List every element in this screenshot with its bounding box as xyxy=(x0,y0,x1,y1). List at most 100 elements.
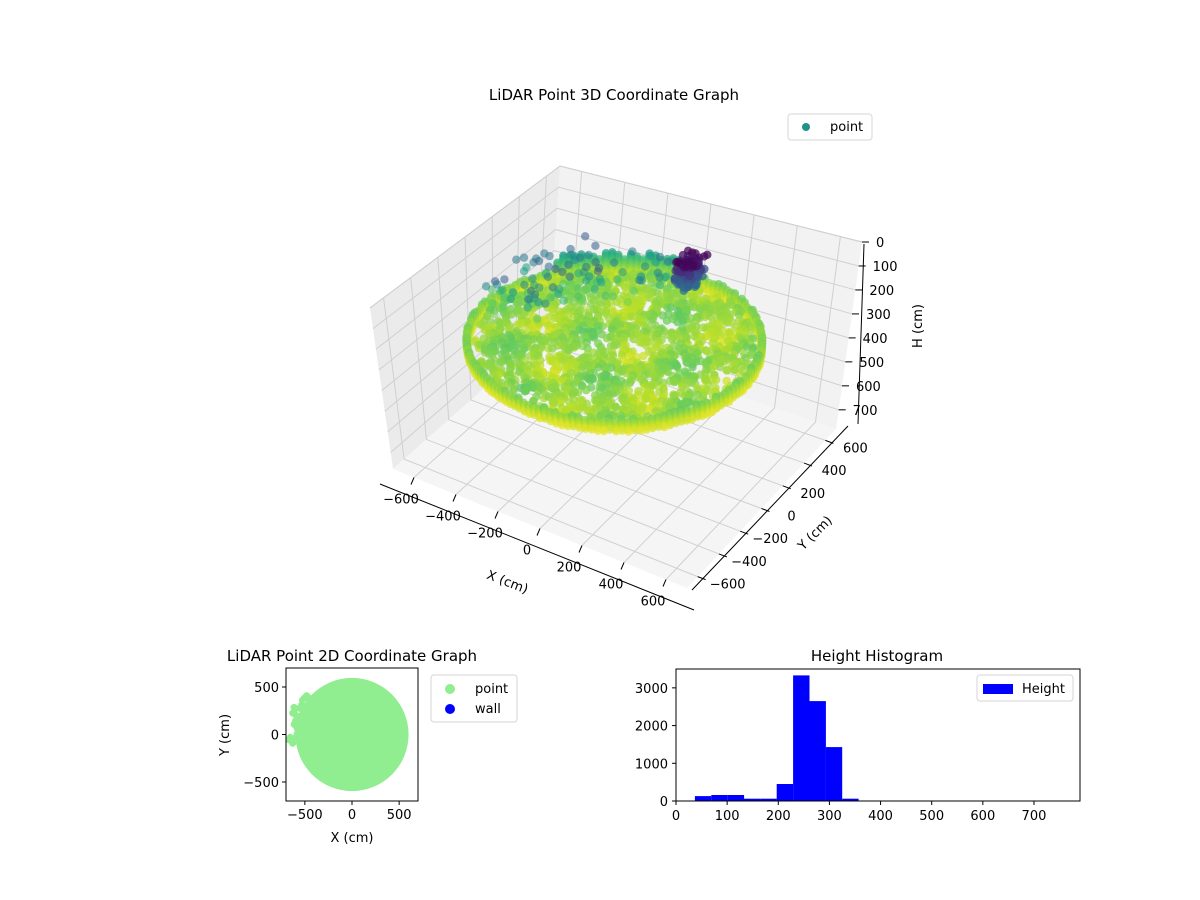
scatter-3d-point xyxy=(661,272,670,282)
legend-3d-box xyxy=(787,113,873,141)
scatter-3d-point xyxy=(635,276,644,285)
scatter-3d-point xyxy=(690,331,699,341)
scatter-3d-point xyxy=(587,425,596,434)
y-axis-label-3d: Y (cm) xyxy=(795,513,836,554)
chart-histogram: Height Histogram 0 100 200 300 400 500 600 7000… xyxy=(635,647,1081,824)
plot-frame-histogram xyxy=(675,668,1081,802)
y-tick-label-3d: 600 xyxy=(843,441,868,456)
tick-labels-2d: −500 −500 0 0 500 500 xyxy=(243,681,411,823)
scatter-3d-point xyxy=(613,275,622,284)
scatter-3d-point xyxy=(655,280,665,290)
scatter-3d-point xyxy=(591,257,600,267)
scatter-3d-point xyxy=(690,303,699,312)
x-tick-label-hist: 200 xyxy=(766,809,791,824)
z-tick-label-3d: 300 xyxy=(866,308,891,323)
scatter-3d-point xyxy=(682,262,692,271)
scatter-3d-point xyxy=(673,317,682,327)
y-axis-label-2d: Y (cm) xyxy=(218,714,233,757)
points-2d-point xyxy=(290,703,298,711)
points-2d-point xyxy=(297,735,305,743)
x-axis-label-3d: X (cm) xyxy=(484,568,530,597)
scatter-3d-point xyxy=(582,385,591,395)
histogram-bar xyxy=(809,701,826,801)
scatter-3d-point xyxy=(640,262,650,271)
scatter-3d-point xyxy=(535,283,544,292)
scatter-3d-point xyxy=(582,276,591,285)
chart-2d: LiDAR Point 2D Coordinate Graph −500−500… xyxy=(218,647,518,846)
scatter-3d-point xyxy=(547,344,557,353)
scatter-3d-point xyxy=(559,296,568,305)
gridline-y xyxy=(437,257,741,532)
scatter-3d-point xyxy=(490,309,499,319)
y-tick-label-2d: 500 xyxy=(254,681,279,696)
scatter-3d-point xyxy=(731,323,740,332)
points-2d-point xyxy=(299,708,307,716)
x-tick-label-3d: −400 xyxy=(425,510,461,525)
scatter-3d-point xyxy=(534,256,544,266)
x-tick-label-2d: −500 xyxy=(287,808,323,823)
legend-2d-marker-point xyxy=(445,684,455,694)
x-tick-label-hist: 400 xyxy=(868,809,893,824)
histogram-bar xyxy=(727,795,745,801)
scatter-3d-point xyxy=(611,402,620,411)
legend-histogram-swatch xyxy=(983,684,1013,694)
scatter-3d-point xyxy=(670,377,679,387)
y-tick-mark-3d xyxy=(718,553,728,558)
histogram-bar xyxy=(776,784,794,801)
scatter-3d-point xyxy=(497,357,506,367)
x-tick-label-hist: 500 xyxy=(919,809,944,824)
scatter-3d-point xyxy=(672,361,681,370)
y-tick-label-hist: 3000 xyxy=(635,682,668,697)
scatter-3d-point xyxy=(655,273,664,282)
histogram-bar xyxy=(793,675,810,801)
plot-area-2d xyxy=(286,677,409,792)
gridline-z xyxy=(375,207,856,350)
x-tick-mark-3d xyxy=(494,511,499,519)
scatter-3d-point xyxy=(693,390,702,400)
x-tick-labels-3d: −600 −400 −200 0 200 400 600 xyxy=(383,477,667,610)
y-tick-label-3d: −200 xyxy=(752,532,788,547)
scatter-3d-point xyxy=(565,272,574,281)
scatter-3d-point xyxy=(520,280,529,289)
gridline-y xyxy=(464,236,762,509)
x-tick-mark-3d xyxy=(452,494,457,502)
y-tick-label-3d: 0 xyxy=(787,510,795,525)
histogram-bar xyxy=(694,796,712,801)
scatter-3d-point xyxy=(476,320,485,329)
legend-3d-label-point: point xyxy=(830,120,863,135)
points-2d-point xyxy=(298,701,306,709)
y-tick-label-2d: −500 xyxy=(243,776,279,791)
legend-2d-marker-wall xyxy=(445,704,455,714)
scatter-3d-point xyxy=(500,275,509,284)
x-tick-mark-3d xyxy=(536,528,541,536)
x-tick-label-3d: −200 xyxy=(467,527,503,542)
scatter-3d-point xyxy=(689,261,698,270)
y-tick-label-2d: 0 xyxy=(271,729,279,744)
points-2d-point xyxy=(293,713,301,721)
gridline-z xyxy=(378,228,853,371)
y-tick-mark-3d xyxy=(803,462,813,467)
x-tick-label-3d: 0 xyxy=(523,544,531,559)
scatter-3d-point xyxy=(653,289,662,298)
scatter-3d-point xyxy=(551,264,560,274)
legend-2d-label-wall: wall xyxy=(475,702,501,717)
points-2d-point xyxy=(286,736,293,744)
y-tick-mark-3d xyxy=(761,508,770,512)
y-tick-mark-3d xyxy=(782,485,791,490)
y-tick-mark-3d xyxy=(697,576,706,581)
scatter-3d-point xyxy=(601,291,610,301)
scatter-3d-point xyxy=(534,297,543,307)
x-tick-label-hist: 700 xyxy=(1022,809,1047,824)
scatter-3d-point xyxy=(488,299,497,308)
scatter-3d-point xyxy=(685,271,694,281)
scatter-3d-point xyxy=(642,341,651,350)
scatter-3d-point xyxy=(618,268,627,277)
scatter-3d-point xyxy=(609,258,619,267)
scatter-3d-point xyxy=(575,253,585,262)
scatter-3d-point xyxy=(500,294,509,303)
legend-histogram-box xyxy=(976,674,1074,702)
legend-3d-marker-point xyxy=(802,123,810,131)
scatter-3d-point xyxy=(528,274,537,283)
scatter-3d-point xyxy=(602,334,612,343)
